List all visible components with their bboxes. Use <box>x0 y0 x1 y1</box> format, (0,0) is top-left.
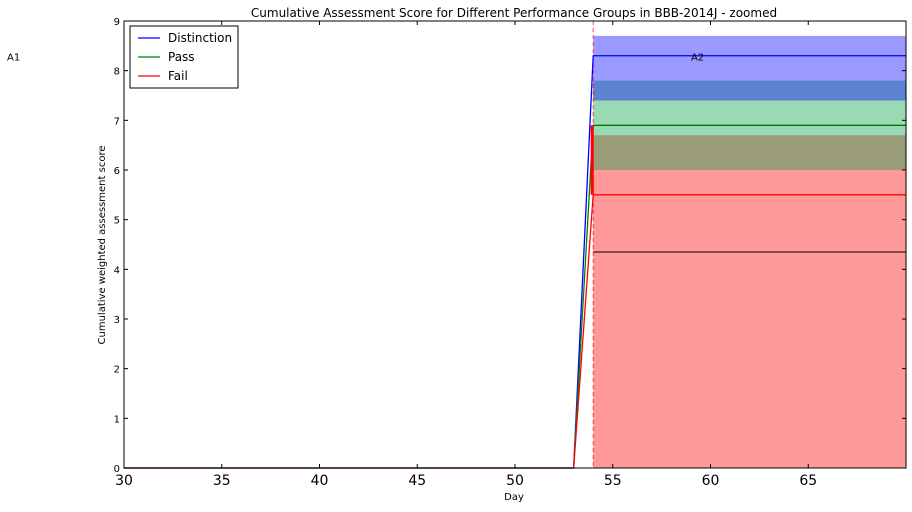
y-tick-label-7: 7 <box>114 116 120 127</box>
y-tick-label-6: 6 <box>114 166 120 177</box>
x-tick-label-60: 60 <box>702 473 720 489</box>
y-tick-label-4: 4 <box>114 265 120 276</box>
y-tick-label-3: 3 <box>114 315 120 326</box>
plot-background <box>124 21 906 468</box>
legend: Distinction Pass Fail <box>129 25 239 89</box>
chart-texts: Cumulative Assessment Score for Differen… <box>7 6 777 503</box>
x-tick-label-35: 35 <box>213 473 231 489</box>
x-tick-label-50: 50 <box>506 473 524 489</box>
y-tick-label-9: 9 <box>114 17 120 28</box>
confidence-bands <box>593 35 906 468</box>
x-tick-label-40: 40 <box>311 473 329 489</box>
y-tick-label-2: 2 <box>114 365 120 376</box>
x-tick-label-45: 45 <box>408 473 426 489</box>
y-axis-label: Cumulative weighted assessment score <box>97 146 108 345</box>
x-tick-label-55: 55 <box>604 473 622 489</box>
y-tick-label-8: 8 <box>114 67 120 78</box>
annotation-a2: A2 <box>691 53 704 64</box>
chart-title: Cumulative Assessment Score for Differen… <box>251 6 777 20</box>
legend-label-distinction: Distinction <box>168 31 232 45</box>
legend-label-pass: Pass <box>168 50 195 64</box>
x-tick-label-65: 65 <box>799 473 817 489</box>
band-fail <box>593 135 906 468</box>
y-tick-label-5: 5 <box>114 216 120 227</box>
legend-label-fail: Fail <box>168 69 188 83</box>
band-distinction <box>593 35 906 101</box>
annotation-a1: A1 <box>7 53 20 64</box>
x-axis-label: Day <box>504 492 524 503</box>
y-tick-label-1: 1 <box>114 414 120 425</box>
x-tick-label-30: 30 <box>115 473 133 489</box>
plot-area <box>124 21 906 468</box>
y-tick-label-0: 0 <box>114 464 120 475</box>
